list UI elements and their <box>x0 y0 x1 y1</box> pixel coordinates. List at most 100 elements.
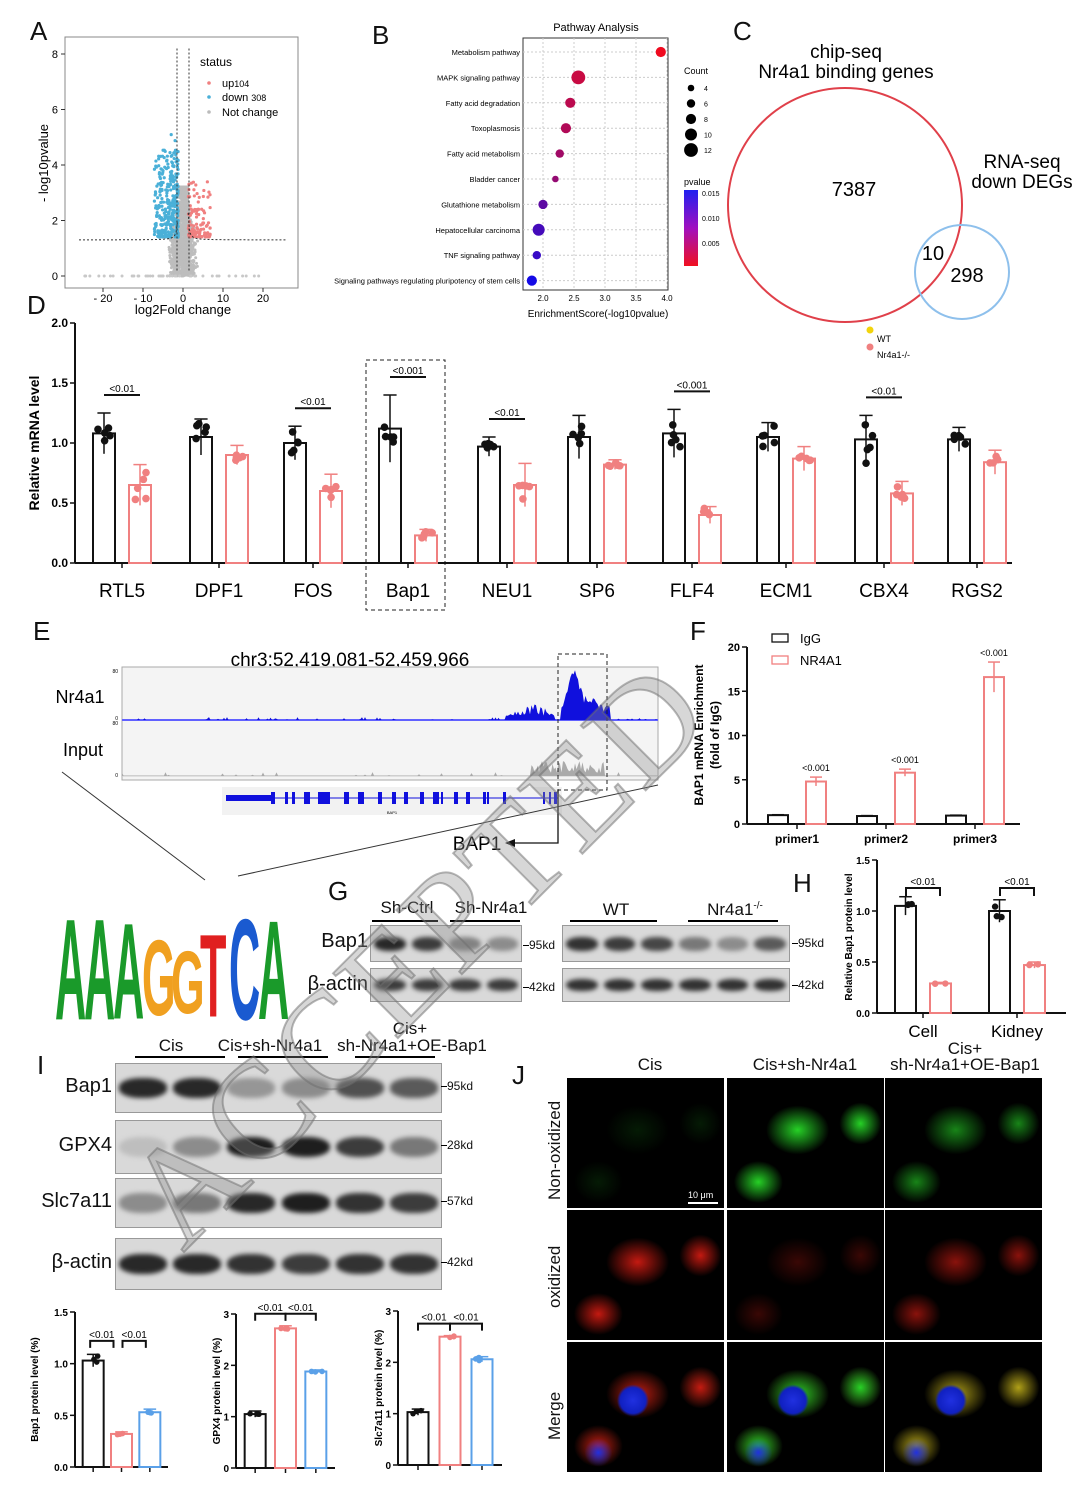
track-peaks <box>122 670 658 777</box>
y-tick-label: 2.0 <box>51 316 68 330</box>
y-tick-label: 1.0 <box>856 907 870 918</box>
p-value-label: <0.01 <box>258 1303 284 1314</box>
group-sh-ctrl: Sh-Ctrl <box>380 898 434 917</box>
panel-label-d: D <box>27 290 46 320</box>
panel-label-j: J <box>512 1060 525 1090</box>
point-nochange <box>179 253 183 257</box>
bar <box>406 1411 430 1467</box>
kd-label: 95kd <box>440 1079 474 1093</box>
point-nochange <box>170 271 174 275</box>
point-up <box>194 235 199 239</box>
point-up <box>208 205 212 210</box>
panel-label-a: A <box>30 16 48 46</box>
blot-band <box>119 1136 168 1158</box>
point-down <box>156 196 160 200</box>
data-point <box>611 459 620 467</box>
point-down <box>166 162 170 166</box>
data-point <box>327 493 335 502</box>
gene-model <box>226 792 558 804</box>
micrograph-oxidized-1 <box>727 1210 884 1340</box>
point-down <box>155 184 159 188</box>
point-nochange <box>187 270 191 274</box>
point-up <box>201 221 205 225</box>
point-nochange <box>179 226 183 230</box>
group-oe-bap1-line1: Cis+ <box>392 1019 428 1038</box>
point-down <box>153 190 158 194</box>
data-point <box>993 455 1002 464</box>
data-point <box>1034 961 1042 968</box>
data-point <box>575 439 584 448</box>
micrograph-merge-2 <box>885 1342 1042 1472</box>
point-down <box>160 188 164 193</box>
point-up <box>195 191 199 196</box>
motif-letter-c: C <box>229 889 261 1051</box>
kd-label: 42kd <box>440 1255 474 1269</box>
point-up <box>196 200 200 204</box>
point-nochange <box>179 231 183 235</box>
point-nochange <box>210 274 214 278</box>
point-down <box>164 226 168 230</box>
kd-label: 95kd <box>791 936 825 950</box>
y-tick-label: 8 <box>52 49 58 61</box>
point-down <box>158 234 162 238</box>
exon <box>503 792 506 804</box>
point-nochange <box>179 185 183 189</box>
group-line <box>355 1056 435 1058</box>
term-label: Fatty acid degradation <box>446 99 520 108</box>
micrograph-non-oxidized-2 <box>885 1078 1042 1208</box>
point-nochange <box>194 256 198 260</box>
category-label: RTL5 <box>99 581 145 602</box>
point-down <box>173 183 177 187</box>
scale-bar-label: 10 μm <box>688 1190 714 1200</box>
point-down <box>174 202 179 206</box>
point-down <box>171 186 176 191</box>
bar <box>81 1359 105 1468</box>
point-nochange <box>184 185 188 189</box>
data-point <box>669 431 678 439</box>
data-point <box>235 453 244 462</box>
row-label-merge: Merge <box>545 1391 564 1440</box>
data-point <box>332 482 340 491</box>
term-label: TNF signaling pathway <box>444 251 521 260</box>
point-nochange <box>182 254 186 258</box>
point-nochange <box>182 235 186 239</box>
pvalue-legend-label: 0.015 <box>702 191 720 198</box>
chip-track: chr3:52,419,081-52,459,966 Nr4a1 Input 8… <box>55 650 659 881</box>
data-point <box>866 443 874 452</box>
point-nochange <box>191 247 195 251</box>
p-value-label: <0.01 <box>300 397 326 408</box>
count-legend-title: Count <box>684 66 709 76</box>
data-point <box>892 490 901 499</box>
data-point <box>668 421 677 429</box>
blot-band <box>754 978 786 992</box>
micrograph-merge-0 <box>567 1342 724 1472</box>
exon <box>285 792 288 804</box>
kd-label: 95kd <box>522 938 556 952</box>
point-nochange <box>181 274 185 278</box>
count-legend-dot <box>685 113 697 125</box>
x-tick-label: 20 <box>257 293 269 305</box>
data-point <box>519 495 527 503</box>
point-down <box>160 200 164 204</box>
point-down <box>173 150 177 154</box>
zoom-line-right <box>237 784 659 877</box>
bar <box>603 463 627 565</box>
legend-igg: IgG <box>800 631 821 646</box>
point-up <box>194 222 199 226</box>
nr4a1-signal <box>122 670 658 720</box>
exon <box>454 792 458 804</box>
data-point <box>133 484 142 493</box>
bar <box>189 436 213 564</box>
kd-label: 42kd <box>522 980 556 994</box>
point-down <box>152 199 157 203</box>
point-up <box>195 230 199 234</box>
term-dot <box>552 175 559 183</box>
venn-diagram: chip-seq Nr4a1 binding genes RNA-seq dow… <box>727 42 1073 360</box>
point-down <box>157 157 161 161</box>
data-point <box>700 504 709 513</box>
data-point <box>705 510 714 519</box>
bar <box>894 771 916 825</box>
point-nochange <box>159 274 163 278</box>
bar <box>792 457 816 565</box>
